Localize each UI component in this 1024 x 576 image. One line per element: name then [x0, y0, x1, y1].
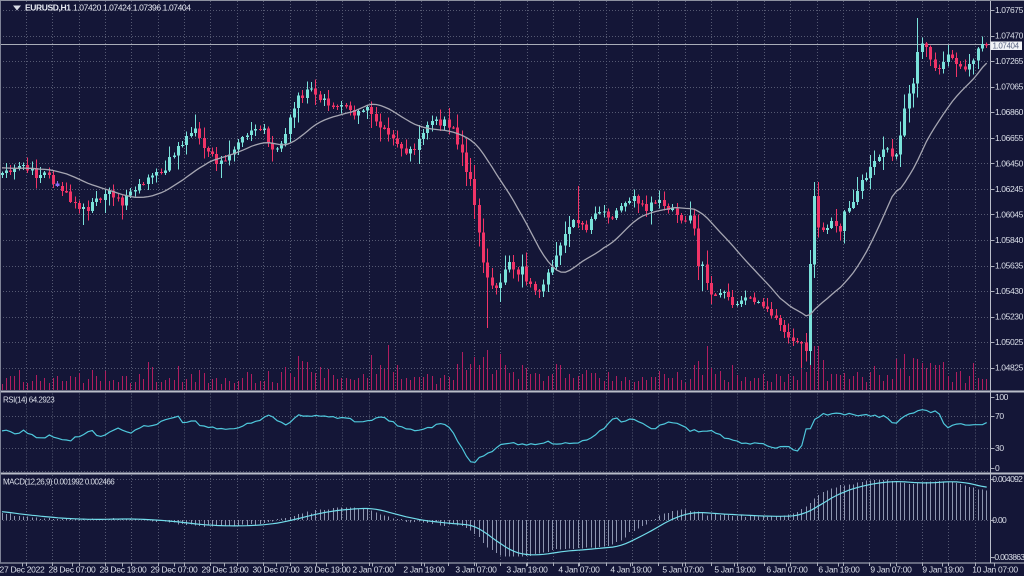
svg-text:1.06450: 1.06450 [995, 158, 1024, 168]
svg-text:1.06860: 1.06860 [995, 107, 1024, 117]
svg-text:1.04825: 1.04825 [995, 363, 1024, 373]
svg-text:RSI(14) 64.2923: RSI(14) 64.2923 [3, 396, 55, 405]
svg-text:30 Dec 19:00: 30 Dec 19:00 [304, 564, 352, 574]
svg-text:10 Jan 07:00: 10 Jan 07:00 [972, 564, 1018, 574]
svg-text:1.05230: 1.05230 [995, 312, 1024, 322]
svg-text:27 Dec 2022: 27 Dec 2022 [0, 564, 45, 574]
svg-text:9 Jan 07:00: 9 Jan 07:00 [870, 564, 912, 574]
svg-text:1.05635: 1.05635 [995, 261, 1024, 271]
svg-text:28 Dec 07:00: 28 Dec 07:00 [49, 564, 97, 574]
svg-text:5 Jan 19:00: 5 Jan 19:00 [714, 564, 756, 574]
svg-text:EURUSD,H1: EURUSD,H1 [25, 3, 71, 13]
svg-text:0: 0 [995, 463, 1000, 473]
svg-text:0.004092: 0.004092 [992, 474, 1023, 484]
svg-text:1.06655: 1.06655 [995, 133, 1024, 143]
svg-text:5 Jan 07:00: 5 Jan 07:00 [662, 564, 704, 574]
svg-text:1.05840: 1.05840 [995, 235, 1024, 245]
svg-text:2 Jan 19:00: 2 Jan 19:00 [403, 564, 445, 574]
svg-text:1.07404: 1.07404 [993, 41, 1020, 50]
svg-text:6 Jan 19:00: 6 Jan 19:00 [818, 564, 860, 574]
svg-text:70: 70 [995, 411, 1004, 421]
svg-text:1.07265: 1.07265 [995, 56, 1024, 66]
svg-text:3 Jan 07:00: 3 Jan 07:00 [455, 564, 497, 574]
svg-text:28 Dec 19:00: 28 Dec 19:00 [100, 564, 148, 574]
svg-text:9 Jan 19:00: 9 Jan 19:00 [922, 564, 964, 574]
svg-text:1.06245: 1.06245 [995, 184, 1024, 194]
svg-text:1.07675: 1.07675 [995, 5, 1024, 15]
svg-text:1.06045: 1.06045 [995, 209, 1024, 219]
svg-text:29 Dec 19:00: 29 Dec 19:00 [202, 564, 250, 574]
svg-text:MACD(12,26,9) 0.001992 0.00246: MACD(12,26,9) 0.001992 0.002466 [3, 478, 115, 487]
svg-text:3 Jan 19:00: 3 Jan 19:00 [506, 564, 548, 574]
svg-text:29 Dec 07:00: 29 Dec 07:00 [151, 564, 199, 574]
svg-text:30 Dec 07:00: 30 Dec 07:00 [253, 564, 301, 574]
svg-text:1.05430: 1.05430 [995, 286, 1024, 296]
svg-text:1.07420 1.07424 1.07396 1.0740: 1.07420 1.07424 1.07396 1.07404 [73, 3, 191, 13]
svg-text:2 Jan 07:00: 2 Jan 07:00 [352, 564, 394, 574]
svg-text:1.05025: 1.05025 [995, 337, 1024, 347]
svg-text:1.07470: 1.07470 [995, 31, 1024, 41]
svg-text:6 Jan 07:00: 6 Jan 07:00 [766, 564, 808, 574]
svg-text:-0.003863: -0.003863 [992, 552, 1024, 562]
svg-text:0.00: 0.00 [992, 515, 1007, 525]
svg-text:4 Jan 07:00: 4 Jan 07:00 [558, 564, 600, 574]
svg-text:4 Jan 19:00: 4 Jan 19:00 [610, 564, 652, 574]
svg-text:1.07065: 1.07065 [995, 82, 1024, 92]
svg-text:30: 30 [995, 443, 1004, 453]
svg-text:100: 100 [995, 392, 1009, 402]
